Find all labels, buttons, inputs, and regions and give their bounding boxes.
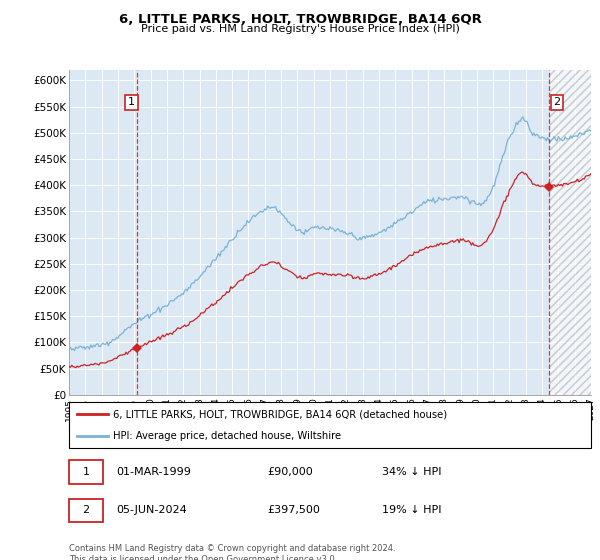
Text: £90,000: £90,000 (268, 467, 313, 477)
FancyBboxPatch shape (69, 498, 103, 522)
Text: 2: 2 (82, 505, 89, 515)
Text: 34% ↓ HPI: 34% ↓ HPI (382, 467, 442, 477)
Text: 1: 1 (128, 97, 135, 108)
Text: 05-JUN-2024: 05-JUN-2024 (116, 505, 187, 515)
Text: Price paid vs. HM Land Registry's House Price Index (HPI): Price paid vs. HM Land Registry's House … (140, 24, 460, 34)
Text: HPI: Average price, detached house, Wiltshire: HPI: Average price, detached house, Wilt… (113, 431, 341, 441)
Text: Contains HM Land Registry data © Crown copyright and database right 2024.
This d: Contains HM Land Registry data © Crown c… (69, 544, 395, 560)
Text: 6, LITTLE PARKS, HOLT, TROWBRIDGE, BA14 6QR: 6, LITTLE PARKS, HOLT, TROWBRIDGE, BA14 … (119, 13, 481, 26)
FancyBboxPatch shape (69, 402, 591, 448)
Text: £397,500: £397,500 (268, 505, 320, 515)
Text: 1: 1 (82, 467, 89, 477)
Text: 19% ↓ HPI: 19% ↓ HPI (382, 505, 442, 515)
Text: 2: 2 (554, 97, 560, 108)
FancyBboxPatch shape (69, 460, 103, 484)
Text: 01-MAR-1999: 01-MAR-1999 (116, 467, 191, 477)
Text: 6, LITTLE PARKS, HOLT, TROWBRIDGE, BA14 6QR (detached house): 6, LITTLE PARKS, HOLT, TROWBRIDGE, BA14 … (113, 409, 448, 419)
